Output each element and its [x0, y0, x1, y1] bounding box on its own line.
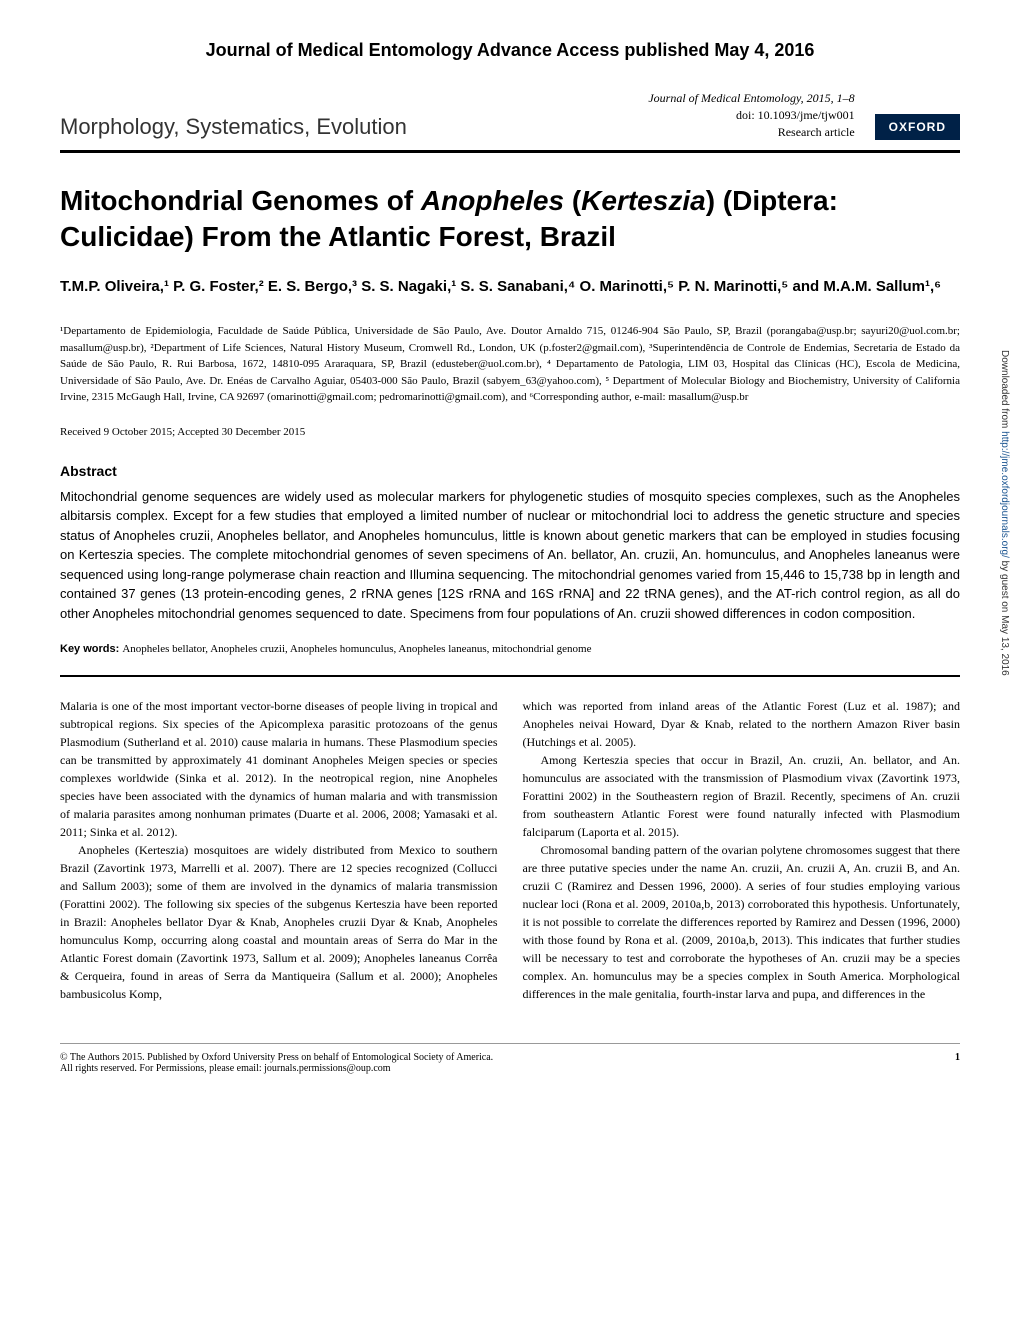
- author-list: T.M.P. Oliveira,¹ P. G. Foster,² E. S. B…: [60, 276, 960, 299]
- body-paragraph: which was reported from inland areas of …: [523, 697, 961, 751]
- journal-year-pages: , 2015, 1–8: [801, 91, 855, 105]
- abstract-text: Mitochondrial genome sequences are widel…: [60, 487, 960, 624]
- body-paragraph: Chromosomal banding pattern of the ovari…: [523, 841, 961, 1003]
- keywords-value: Anopheles bellator, Anopheles cruzii, An…: [122, 643, 591, 655]
- footer-left: © The Authors 2015. Published by Oxford …: [60, 1052, 493, 1074]
- keywords-label: Key words:: [60, 643, 122, 655]
- title-genus: Anopheles: [421, 185, 564, 216]
- advance-access-header: Journal of Medical Entomology Advance Ac…: [60, 40, 960, 61]
- title-subgenus: Kerteszia: [581, 185, 706, 216]
- top-metadata-row: Morphology, Systematics, Evolution Journ…: [60, 91, 960, 140]
- rights-line: All rights reserved. For Permissions, pl…: [60, 1063, 493, 1074]
- body-text-columns: Malaria is one of the most important vec…: [60, 697, 960, 1003]
- keywords-line: Key words: Anopheles bellator, Anopheles…: [60, 643, 960, 655]
- divider-top: [60, 150, 960, 153]
- journal-info-block: Journal of Medical Entomology, 2015, 1–8…: [648, 91, 960, 140]
- page-number: 1: [955, 1052, 960, 1074]
- copyright-line: © The Authors 2015. Published by Oxford …: [60, 1052, 493, 1063]
- title-part-2: (: [564, 185, 581, 216]
- body-paragraph: Among Kerteszia species that occur in Br…: [523, 751, 961, 841]
- publisher-badge: OXFORD: [875, 114, 960, 140]
- journal-url-link[interactable]: http://jme.oxfordjournals.org/: [999, 431, 1010, 558]
- body-paragraph: Anopheles (Kerteszia) mosquitoes are wid…: [60, 841, 498, 1003]
- footer: © The Authors 2015. Published by Oxford …: [60, 1043, 960, 1074]
- journal-name: Journal of Medical Entomology: [648, 91, 800, 105]
- article-title: Mitochondrial Genomes of Anopheles (Kert…: [60, 183, 960, 256]
- side-suffix: by guest on May 13, 2016: [999, 558, 1010, 676]
- article-type: Research article: [648, 125, 854, 140]
- received-accepted-dates: Received 9 October 2015; Accepted 30 Dec…: [60, 426, 960, 438]
- section-name: Morphology, Systematics, Evolution: [60, 114, 407, 140]
- title-part-1: Mitochondrial Genomes of: [60, 185, 421, 216]
- journal-citation: Journal of Medical Entomology, 2015, 1–8…: [648, 91, 854, 140]
- body-paragraph: Malaria is one of the most important vec…: [60, 697, 498, 841]
- side-prefix: Downloaded from: [999, 350, 1010, 431]
- column-left: Malaria is one of the most important vec…: [60, 697, 498, 1003]
- abstract-heading: Abstract: [60, 463, 960, 479]
- doi: doi: 10.1093/jme/tjw001: [648, 108, 854, 123]
- column-right: which was reported from inland areas of …: [523, 697, 961, 1003]
- divider-after-abstract: [60, 675, 960, 677]
- download-attribution: Downloaded from http://jme.oxfordjournal…: [999, 350, 1010, 676]
- affiliations: ¹Departamento de Epidemiologia, Faculdad…: [60, 323, 960, 406]
